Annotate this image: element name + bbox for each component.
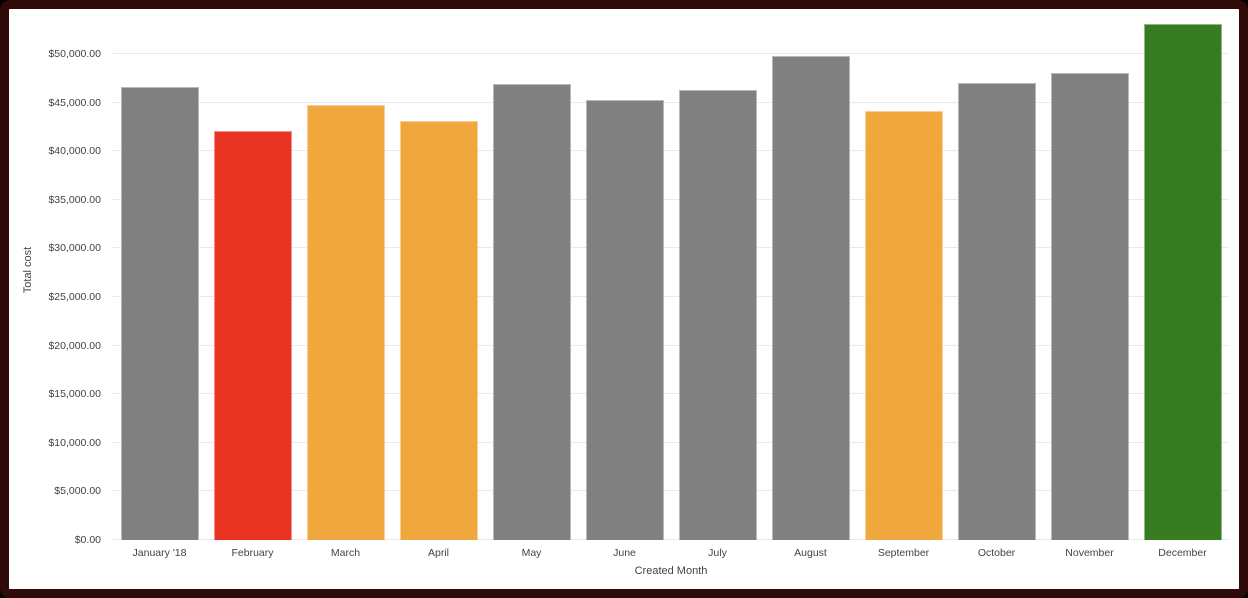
bar-april[interactable] — [399, 121, 478, 540]
x-tick-label-march: March — [330, 547, 361, 559]
bar-slot-july — [671, 24, 764, 540]
bar-august[interactable] — [771, 55, 850, 540]
y-tick-label: $35,000.00 — [48, 193, 101, 206]
x-tick-label-january-18: January '18 — [132, 547, 187, 559]
y-tick-label: $5,000.00 — [54, 485, 101, 498]
y-tick-label: $10,000.00 — [48, 436, 101, 449]
y-tick-label: $0.00 — [74, 534, 101, 546]
y-tick-label: $25,000.00 — [48, 291, 101, 304]
bar-december[interactable] — [1143, 24, 1222, 540]
gridline-0 — [113, 539, 1229, 540]
bar-february[interactable] — [213, 130, 292, 540]
bar-slot-september — [857, 24, 950, 540]
y-tick-label: $40,000.00 — [48, 145, 101, 158]
x-tick-label-april: April — [427, 547, 449, 559]
gridline-20000 — [113, 344, 1229, 346]
bar-slot-august — [764, 24, 857, 540]
gridline-5000 — [113, 490, 1229, 492]
x-tick-label-july: July — [708, 547, 727, 559]
y-tick-label: $50,000.00 — [48, 48, 101, 61]
x-axis-tick-labels: January '18 February March April May June July… — [113, 546, 1229, 560]
bar-slot-december — [1136, 24, 1229, 540]
y-tick-label: $15,000.00 — [48, 388, 101, 401]
gridline-35000 — [113, 198, 1229, 200]
y-tick-label: $30,000.00 — [48, 242, 101, 255]
bar-may[interactable] — [492, 84, 571, 540]
bar-slot-january-18 — [113, 24, 206, 540]
x-tick-label-august: August — [794, 547, 827, 559]
gridline-45000 — [113, 101, 1229, 103]
x-tick-label-may: May — [521, 547, 542, 559]
bar-slot-may — [485, 24, 578, 540]
bar-june[interactable] — [585, 99, 664, 540]
gridline-10000 — [113, 441, 1229, 443]
bar-march[interactable] — [306, 104, 385, 540]
bar-slot-november — [1043, 24, 1136, 540]
x-tick-label-october: October — [977, 547, 1016, 559]
bars-container — [113, 24, 1229, 540]
y-axis-tick-labels: $0.00 $5,000.00 $10,000.00 $15,000.00 $20,00… — [9, 24, 105, 546]
x-tick-label-november: November — [1065, 547, 1114, 559]
gridline-15000 — [113, 393, 1229, 395]
bar-slot-june — [578, 24, 671, 540]
gridline-40000 — [113, 150, 1229, 152]
bar-slot-october — [950, 24, 1043, 540]
bar-slot-march — [299, 24, 392, 540]
y-tick-label: $45,000.00 — [48, 96, 101, 109]
x-tick-label-june: June — [613, 547, 636, 559]
gridline-50000 — [113, 53, 1229, 55]
bar-july[interactable] — [678, 89, 757, 540]
y-tick-label: $20,000.00 — [48, 339, 101, 352]
bar-october[interactable] — [957, 83, 1036, 540]
gridline-30000 — [113, 247, 1229, 249]
bar-january-18[interactable] — [120, 87, 199, 540]
gridline-25000 — [113, 296, 1229, 298]
bar-slot-february — [206, 24, 299, 540]
x-tick-label-february: February — [231, 547, 274, 559]
bar-september[interactable] — [864, 111, 943, 540]
bar-november[interactable] — [1050, 73, 1129, 540]
x-tick-label-december: December — [1158, 547, 1207, 559]
x-tick-label-september: September — [877, 547, 930, 559]
x-axis-title: Created Month — [634, 565, 708, 577]
plot-area — [113, 24, 1229, 540]
bar-slot-april — [392, 24, 485, 540]
